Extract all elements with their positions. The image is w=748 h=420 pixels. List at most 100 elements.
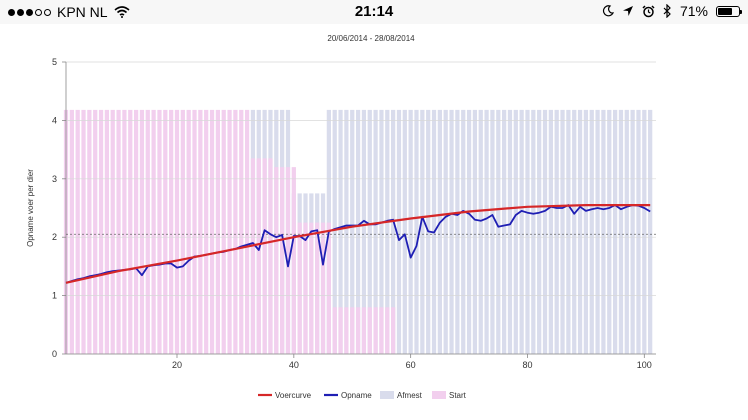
afmest-bar [537,109,542,354]
wifi-icon [114,6,130,18]
start-bar [87,109,92,354]
start-bar [128,109,133,354]
legend-label-afmest: Afmest [397,391,423,400]
start-bar [204,109,209,354]
start-bar [391,307,396,354]
start-bar [180,109,185,354]
legend-swatch-afmest [380,391,394,399]
afmest-bar [618,109,624,354]
afmest-bar [420,109,425,354]
start-bar [133,109,139,354]
start-bar [268,158,273,354]
start-bar [69,109,74,354]
afmest-bar [507,109,513,354]
y-tick-label: 3 [52,174,57,184]
start-bar [104,109,110,354]
start-bar [122,109,127,354]
feed-chart: 0 1 2 3 4 5 20 40 60 80 100 20/06/2014 - 28/08/2014… [26,34,656,400]
afmest-bar [414,109,419,354]
start-bar [93,109,98,354]
start-bar [338,307,343,354]
status-bar: KPN NL 21:14 71% [0,0,748,24]
afmest-bar [367,109,372,354]
battery-percent: 71% [679,3,708,19]
afmest-bar [478,109,483,354]
afmest-bar [572,109,577,354]
legend-label-opname: Opname [341,391,372,400]
start-bar [385,307,390,354]
start-bars [63,109,396,354]
battery-icon [716,5,742,17]
afmest-bar [402,109,407,354]
start-bar [81,109,86,354]
start-bar [157,109,162,354]
afmest-bar [455,109,460,354]
start-bar [332,307,337,354]
afmest-bar [542,109,548,354]
y-tick-label: 4 [52,115,57,125]
start-bar [379,307,384,354]
start-bar [367,307,372,354]
afmest-bar [461,109,466,354]
start-bar [139,109,145,354]
start-bar [303,222,308,354]
afmest-bar [519,109,524,354]
x-tick-label: 40 [289,360,299,370]
start-bar [309,222,314,354]
moon-icon [602,5,614,17]
afmest-bar [601,109,606,354]
y-tick-label: 2 [52,232,57,242]
afmest-bar [642,109,647,354]
start-bar [315,222,320,354]
afmest-bar [449,109,454,354]
afmest-bar [548,109,553,354]
start-bar [174,109,180,354]
start-bar [116,109,121,354]
afmest-bar [396,109,402,354]
y-tick-label: 0 [52,349,57,359]
afmest-bar [583,109,589,354]
start-bar [151,109,156,354]
afmest-bar [630,109,635,354]
afmest-bar [466,109,472,354]
location-arrow-icon [622,6,633,16]
afmest-bar [648,109,653,354]
x-tick-label: 80 [522,360,532,370]
start-bar [110,109,115,354]
alarm-icon [642,4,655,17]
afmest-bar [373,109,378,354]
start-bar [350,307,355,354]
afmest-bar [560,109,565,354]
afmest-bar [379,109,384,354]
afmest-bar [350,109,355,354]
afmest-bar [501,109,507,354]
voercurve-line [65,204,651,284]
start-bar [169,109,174,354]
afmest-bar [408,109,413,354]
start-bar [326,222,331,354]
afmest-bar [496,109,501,354]
start-bar [320,222,326,354]
start-bar [297,222,302,354]
start-bar [198,109,203,354]
start-bar [244,109,250,354]
start-bar [239,109,244,354]
afmest-bar [391,109,396,354]
afmest-bar [472,109,478,354]
legend-label-voercurve: Voercurve [275,391,312,400]
afmest-bar [443,109,448,354]
status-right: 71% [602,3,742,19]
y-tick-label: 1 [52,291,57,301]
start-bar [355,307,361,354]
start-bar [186,109,191,354]
afmest-bar [513,109,518,354]
afmest-bar [344,109,349,354]
start-bar [256,158,261,354]
x-tick-label: 20 [172,360,182,370]
start-bar [145,109,150,354]
afmest-bar [437,109,442,354]
afmest-bar [636,109,641,354]
start-bar [274,167,279,354]
afmest-bar [361,109,367,354]
y-tick-label: 5 [52,57,57,67]
